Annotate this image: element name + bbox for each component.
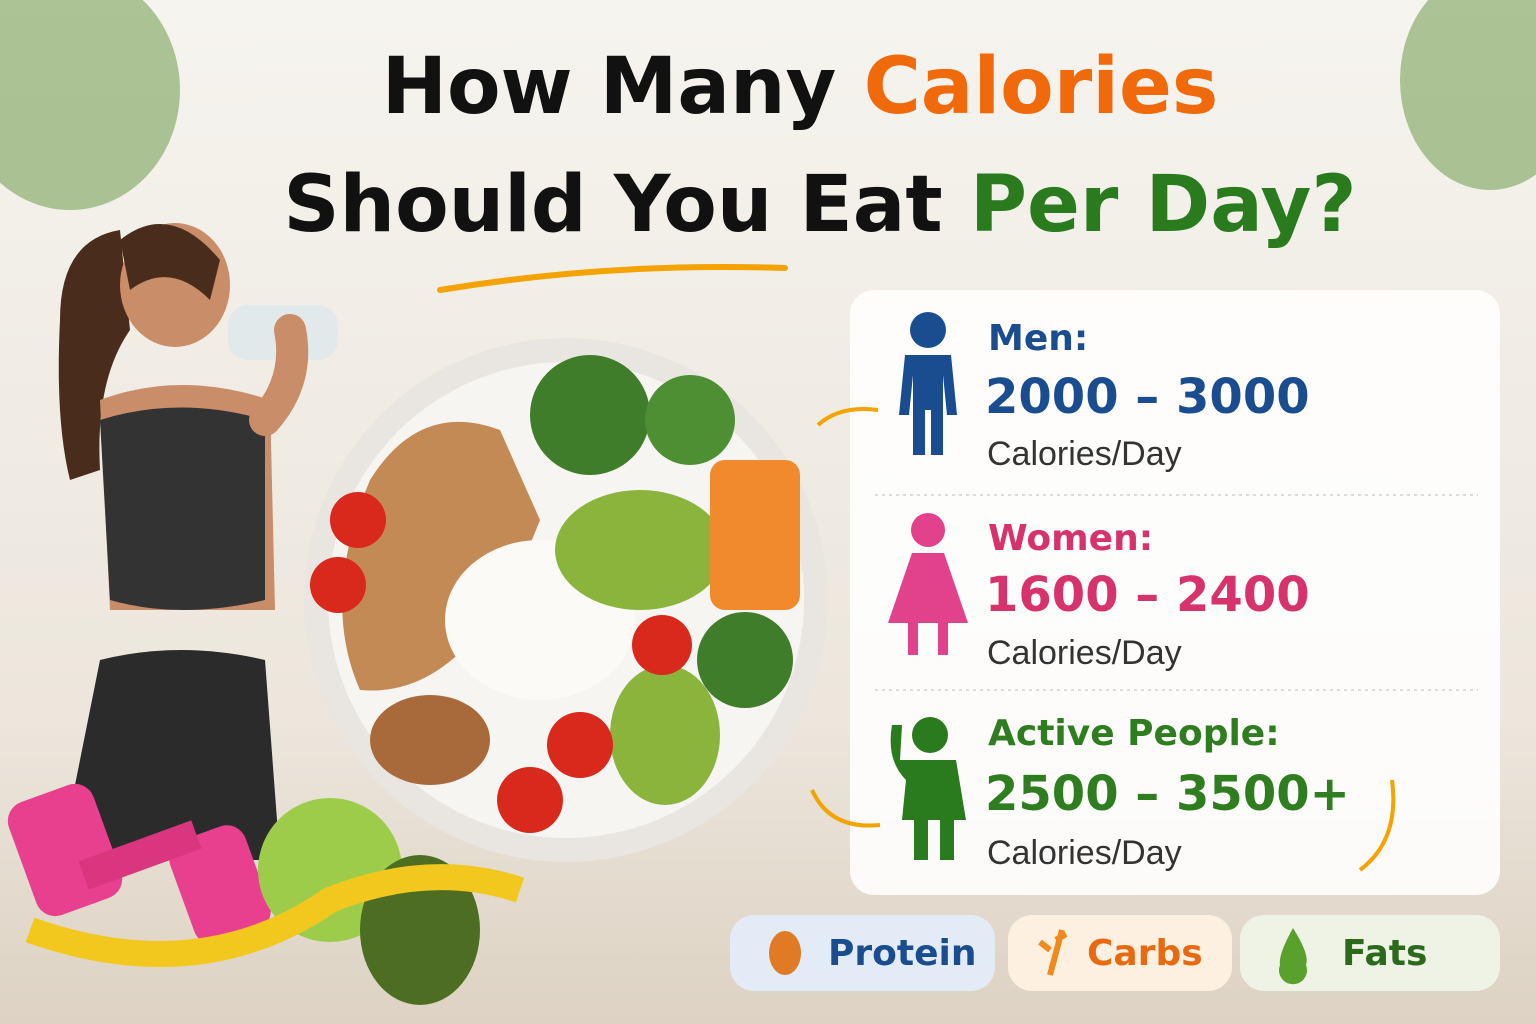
tag-label: Carbs [1087,933,1203,974]
group-range: 1600 – 2400 [985,567,1310,623]
underline [437,263,788,293]
group-label: Men: [988,318,1088,359]
arrow [816,407,879,427]
title-line: Should You Eat Per Day? [283,160,1356,250]
props [7,783,525,1005]
group-unit: Calories/Day [987,834,1182,872]
title-part: Should You Eat [283,160,942,250]
leaves [1400,0,1536,190]
group-label: Active People: [988,713,1280,754]
tag-icon [1038,929,1068,976]
group-label: Women: [988,518,1153,559]
man-icon [899,312,957,455]
tag-icon [1278,928,1307,985]
title-part: Per Day? [970,160,1357,250]
group-range: 2000 – 3000 [985,369,1310,425]
group-unit: Calories/Day [987,634,1182,672]
arrow [1358,779,1396,872]
title-line: How Many Calories [382,42,1219,132]
group-range: 2500 – 3500+ [985,766,1350,822]
group-unit: Calories/Day [987,435,1182,473]
leaves [0,0,180,210]
tag-icon [769,931,801,975]
woman-illustration [58,223,338,860]
tag-label: Fats [1342,933,1427,974]
food-bowl [304,338,828,862]
arrow [810,789,881,828]
active-icon [890,717,966,860]
info-card [850,290,1500,895]
title-part: Calories [864,42,1219,132]
tag-pill [730,915,995,991]
tag-label: Protein [828,933,976,974]
woman-icon [888,513,968,655]
title-part: How Many [382,42,837,132]
